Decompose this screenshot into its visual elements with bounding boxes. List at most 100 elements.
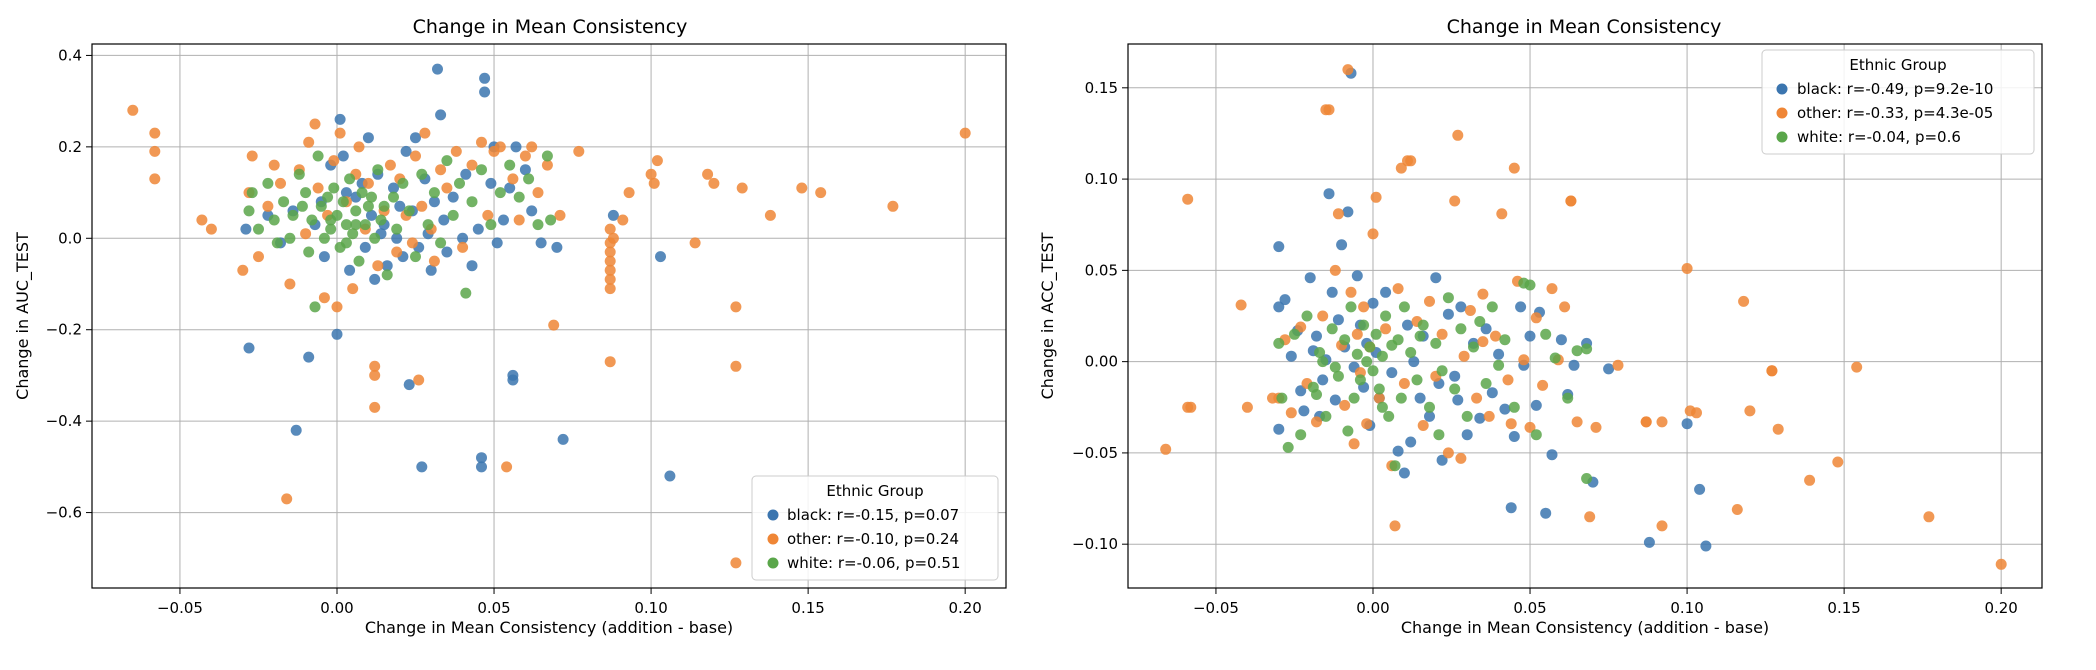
- chart-left-point-white: [325, 214, 337, 226]
- chart-right-legend: Ethnic Group black: r=-0.49, p=9.2e-10 o…: [1761, 49, 2035, 155]
- chart-left-point-other: [689, 237, 701, 249]
- chart-right-point-black: [1540, 507, 1552, 519]
- chart-left-legend-label-other: other: r=-0.10, p=0.24: [787, 530, 959, 548]
- chart-left-point-other: [573, 145, 585, 157]
- chart-right-point-white: [1376, 401, 1388, 413]
- chart-right-point-other: [1477, 288, 1489, 300]
- chart-right-point-black: [1499, 403, 1511, 415]
- chart-left-point-white: [532, 219, 544, 231]
- chart-right-point-white: [1376, 350, 1388, 362]
- chart-left-point-white: [318, 232, 330, 244]
- chart-right-point-black: [1279, 294, 1291, 306]
- chart-right-point-other: [1851, 361, 1863, 373]
- chart-right-point-black: [1386, 367, 1398, 379]
- chart-left-point-white: [344, 173, 356, 185]
- chart-left-point-other: [149, 127, 161, 139]
- chart-right-point-other: [1537, 379, 1549, 391]
- chart-left-point-white: [315, 200, 327, 212]
- chart-left-point-black: [479, 72, 491, 84]
- chart-left-point-black: [435, 109, 447, 121]
- chart-left-point-other: [507, 173, 519, 185]
- chart-left-point-white: [309, 301, 321, 313]
- chart-left-x-tick-label: −0.05: [157, 599, 203, 617]
- chart-right-legend-marker-black: [1776, 83, 1788, 95]
- chart-left-point-black: [303, 351, 315, 363]
- chart-right-point-black: [1311, 330, 1322, 342]
- chart-left-point-other: [312, 182, 324, 194]
- chart-right-ticks: −0.05 0.00 0.05 0.10 0.15 0.20 −0.10 −0.05 0.00 0…: [1072, 79, 2018, 617]
- chart-right-point-other: [1323, 104, 1335, 116]
- chart-left-x-tick-label: 0.05: [477, 599, 510, 617]
- chart-right-point-white: [1395, 392, 1407, 404]
- chart-left-point-white: [278, 196, 290, 208]
- chart-right-point-other: [1235, 299, 1247, 311]
- chart-left-point-black: [428, 196, 440, 208]
- chart-right-point-black: [1326, 286, 1338, 298]
- chart-right-point-black: [1398, 467, 1410, 479]
- chart-right-point-other: [1731, 504, 1743, 515]
- chart-right-point-other: [1832, 456, 1844, 468]
- chart-right-point-other: [1524, 421, 1536, 433]
- chart-right-point-other: [1656, 416, 1668, 428]
- chart-left-x-tick-label: 0.10: [634, 599, 667, 617]
- chart-left-point-other: [253, 251, 264, 263]
- chart-right-point-other: [1477, 336, 1489, 348]
- chart-left-point-black: [551, 241, 563, 253]
- chart-right-point-other: [1656, 520, 1668, 532]
- chart-left-point-black: [441, 246, 453, 258]
- chart-left-point-other: [237, 264, 249, 276]
- chart-right-point-other: [1584, 511, 1596, 523]
- chart-right-point-white: [1530, 429, 1542, 441]
- chart-left-point-white: [350, 219, 362, 231]
- chart-left-point-other: [796, 182, 808, 194]
- chart-right-point-other: [1565, 195, 1577, 207]
- chart-right-point-white: [1430, 337, 1442, 349]
- chart-right-point-black: [1530, 399, 1542, 411]
- chart-left-point-white: [375, 214, 387, 226]
- chart-right-points: [1160, 64, 2007, 570]
- chart-left-point-white: [347, 228, 359, 240]
- chart-right-point-other: [1502, 374, 1514, 386]
- chart-right-point-black: [1367, 297, 1379, 309]
- chart-right-point-black: [1515, 301, 1527, 313]
- chart-left-point-black: [526, 205, 538, 217]
- chart-left-point-white: [325, 223, 337, 235]
- chart-right-point-black: [1455, 301, 1467, 313]
- chart-right-point-black: [1508, 431, 1520, 442]
- chart-left-point-black: [240, 223, 252, 235]
- chart-left-point-other: [127, 104, 139, 116]
- chart-left-point-other: [532, 187, 544, 199]
- chart-left-legend: Ethnic Group black: r=-0.15, p=0.07 othe…: [751, 475, 999, 581]
- chart-right-point-black: [1414, 392, 1426, 404]
- chart-left-point-white: [300, 187, 312, 199]
- chart-left-point-other: [607, 232, 619, 244]
- chart-right-point-other: [1342, 64, 1354, 76]
- chart-left-point-black: [432, 63, 443, 75]
- chart-left-grid: [92, 44, 1006, 588]
- chart-right-point-other: [1380, 323, 1392, 335]
- chart-left-y-tick-label: −0.2: [46, 321, 82, 339]
- chart-right-point-black: [1298, 405, 1310, 417]
- chart-left-point-other: [513, 214, 525, 226]
- chart-left-point-black: [447, 191, 459, 203]
- chart-left-point-black: [366, 209, 377, 221]
- chart-right-point-black: [1480, 323, 1492, 335]
- chart-left-point-white: [388, 191, 399, 203]
- chart-right-point-other: [1370, 191, 1382, 203]
- chart-left-point-other: [887, 200, 899, 212]
- chart-right-point-black: [1273, 241, 1285, 253]
- chart-right-point-other: [1464, 305, 1476, 316]
- chart-right-point-other: [1424, 295, 1435, 307]
- chart-left-x-axis-label: Change in Mean Consistency (addition - b…: [365, 618, 733, 637]
- chart-right-point-black: [1700, 540, 1712, 552]
- chart-right-point-white: [1332, 370, 1344, 382]
- chart-left-x-tick-label: 0.15: [791, 599, 824, 617]
- chart-right-point-other: [1640, 416, 1652, 428]
- chart-right-y-axis-label: Change in ACC_TEST: [1038, 232, 1058, 399]
- chart-right-point-other: [1442, 447, 1454, 459]
- chart-right-point-other: [1392, 283, 1404, 295]
- chart-left-y-axis-label: Change in AUC_TEST: [13, 232, 33, 400]
- chart-left-legend-title: Ethnic Group: [826, 482, 923, 500]
- chart-left-point-black: [507, 374, 519, 386]
- chart-right-point-other: [1351, 328, 1363, 340]
